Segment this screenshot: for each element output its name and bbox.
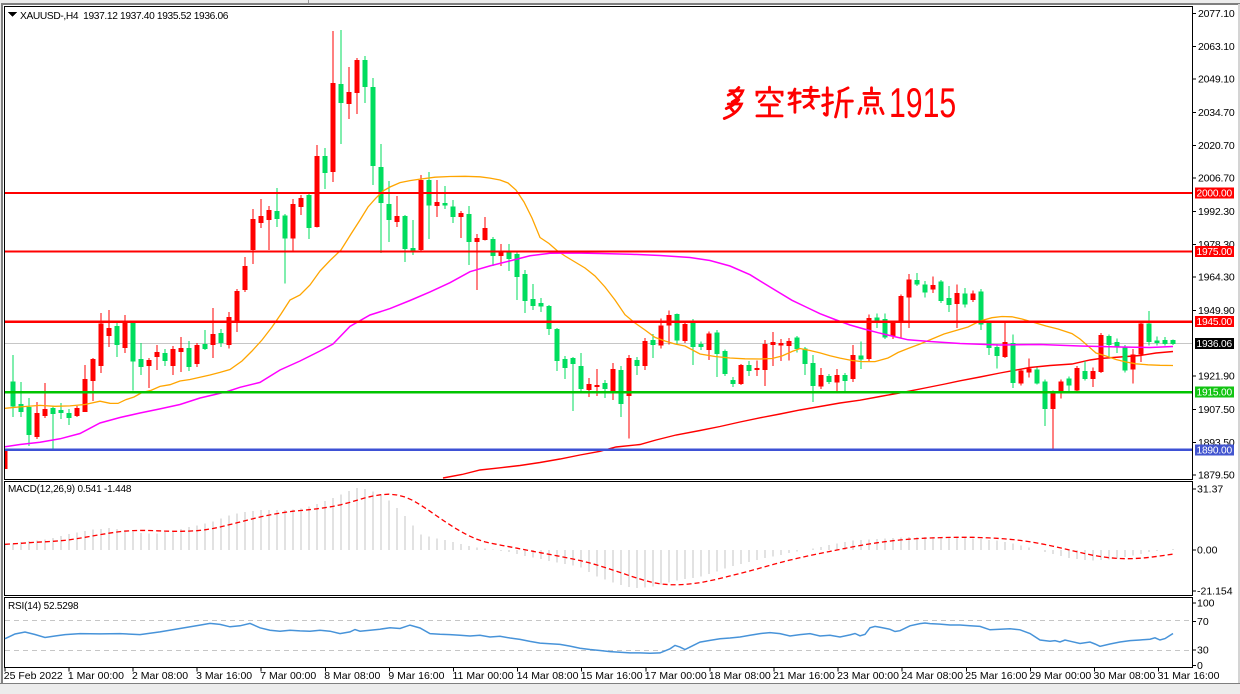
svg-text:25 Feb 2022: 25 Feb 2022	[4, 670, 63, 682]
svg-text:1949.90: 1949.90	[1198, 305, 1235, 317]
svg-text:15 Mar 16:00: 15 Mar 16:00	[581, 670, 643, 682]
svg-text:21 Mar 16:00: 21 Mar 16:00	[773, 670, 835, 682]
svg-text:1890.00: 1890.00	[1197, 445, 1233, 456]
svg-text:0.00: 0.00	[1197, 545, 1218, 557]
svg-text:1907.50: 1907.50	[1198, 404, 1235, 416]
svg-text:1975.00: 1975.00	[1197, 247, 1233, 258]
svg-text:29 Mar 00:00: 29 Mar 00:00	[1029, 670, 1091, 682]
svg-text:1915: 1915	[889, 79, 956, 126]
svg-text:31 Mar 16:00: 31 Mar 16:00	[1158, 670, 1220, 682]
svg-text:8 Mar 08:00: 8 Mar 08:00	[324, 670, 380, 682]
svg-text:1936.06: 1936.06	[1197, 339, 1233, 350]
svg-text:9 Mar 16:00: 9 Mar 16:00	[388, 670, 444, 682]
svg-text:70: 70	[1197, 616, 1209, 628]
svg-text:23 Mar 00:00: 23 Mar 00:00	[837, 670, 899, 682]
svg-text:2020.70: 2020.70	[1198, 140, 1235, 152]
svg-text:MACD(12,26,9) 0.541 -1.448: MACD(12,26,9) 0.541 -1.448	[8, 484, 132, 495]
svg-text:XAUUSD-,H4 1937.12 1937.40 19: XAUUSD-,H4 1937.12 1937.40 1935.52 1936.…	[20, 11, 229, 22]
svg-text:30 Mar 08:00: 30 Mar 08:00	[1094, 670, 1156, 682]
svg-text:1 Mar 00:00: 1 Mar 00:00	[68, 670, 124, 682]
svg-text:0: 0	[1197, 660, 1203, 672]
svg-text:3 Mar 16:00: 3 Mar 16:00	[196, 670, 252, 682]
svg-text:2077.10: 2077.10	[1198, 8, 1235, 20]
svg-text:2049.10: 2049.10	[1198, 74, 1235, 86]
svg-text:31.37: 31.37	[1197, 484, 1223, 496]
svg-text:25 Mar 16:00: 25 Mar 16:00	[965, 670, 1027, 682]
svg-text:-21.154: -21.154	[1197, 586, 1233, 598]
svg-text:2063.10: 2063.10	[1198, 41, 1235, 53]
svg-text:17 Mar 00:00: 17 Mar 00:00	[645, 670, 707, 682]
svg-text:100: 100	[1197, 598, 1215, 610]
svg-text:14 Mar 08:00: 14 Mar 08:00	[517, 670, 579, 682]
svg-text:RSI(14) 52.5298: RSI(14) 52.5298	[8, 601, 79, 612]
svg-text:1915.00: 1915.00	[1197, 388, 1233, 399]
svg-text:2034.70: 2034.70	[1198, 107, 1235, 119]
svg-text:2006.70: 2006.70	[1198, 173, 1235, 185]
svg-text:2000.00: 2000.00	[1197, 189, 1233, 200]
svg-text:2 Mar 08:00: 2 Mar 08:00	[132, 670, 188, 682]
svg-text:18 Mar 08:00: 18 Mar 08:00	[709, 670, 771, 682]
svg-text:1921.90: 1921.90	[1198, 371, 1235, 383]
svg-text:1992.30: 1992.30	[1198, 206, 1235, 218]
svg-text:7 Mar 00:00: 7 Mar 00:00	[260, 670, 316, 682]
svg-text:30: 30	[1197, 645, 1209, 657]
svg-text:11 Mar 00:00: 11 Mar 00:00	[453, 670, 514, 682]
svg-text:24 Mar 08:00: 24 Mar 08:00	[901, 670, 963, 682]
svg-text:1964.30: 1964.30	[1198, 272, 1235, 284]
svg-text:1945.00: 1945.00	[1197, 317, 1233, 328]
svg-text:1879.50: 1879.50	[1198, 470, 1235, 482]
